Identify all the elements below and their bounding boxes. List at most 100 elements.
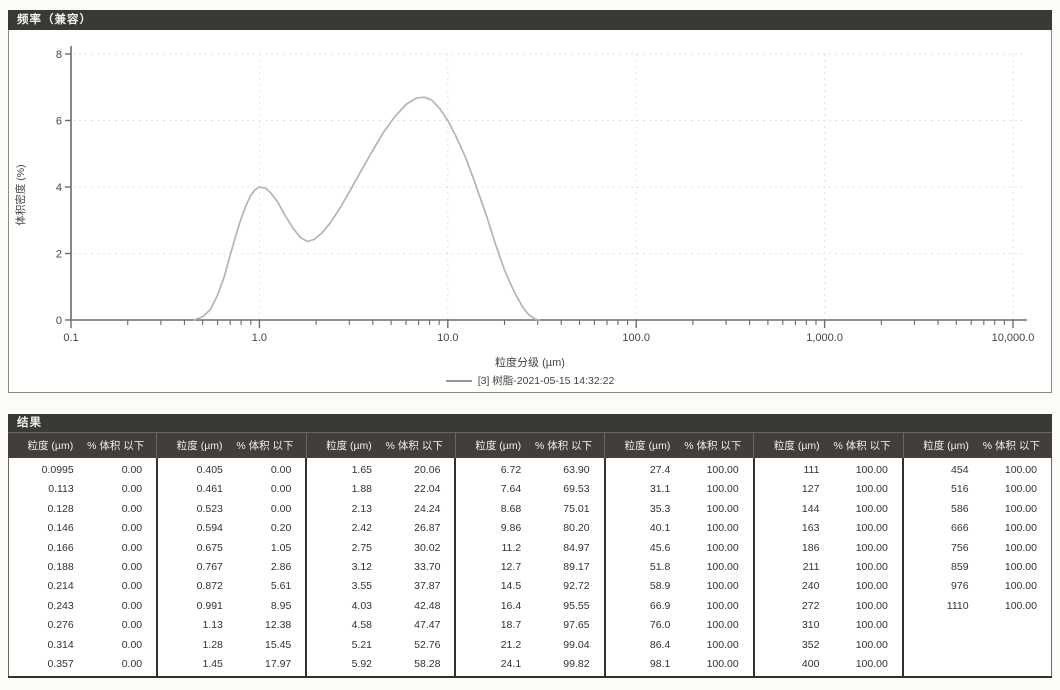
size-value: 0.594 (196, 522, 223, 535)
table-row: 0.188 0.00 (9, 558, 156, 577)
pct-value: 100.00 (706, 560, 739, 573)
pct-value: 99.82 (563, 657, 590, 670)
table-row: 163 100.00 (755, 519, 902, 538)
y-tick-label: 4 (56, 182, 62, 194)
size-value: 9.86 (500, 522, 522, 535)
size-value: 0.166 (47, 541, 74, 554)
pct-value: 100.00 (855, 619, 888, 632)
size-value: 0.113 (48, 483, 74, 496)
size-value: 18.7 (500, 619, 522, 632)
size-value: 1110 (946, 599, 969, 612)
table-header-group: 粒度 (µm) % 体积 以下 (305, 433, 455, 458)
table-row: 240 100.00 (755, 577, 902, 596)
table-row: 86.4 100.00 (606, 636, 753, 655)
table-row: 3.55 37.87 (307, 577, 454, 596)
size-value: 1.65 (351, 464, 373, 476)
pct-value: 100.00 (1004, 464, 1037, 476)
pct-column-header: % 体积 以下 (982, 440, 1040, 452)
size-value: 0.188 (47, 560, 74, 573)
pct-value: 100.00 (706, 541, 739, 554)
pct-column-header: % 体积 以下 (684, 440, 742, 452)
size-value: 24.1 (500, 657, 522, 670)
pct-value: 100.00 (706, 522, 739, 535)
size-value: 0.767 (196, 560, 223, 573)
chart-legend: [3] 树脂-2021-05-15 14:32:22 (11, 373, 1049, 388)
pct-value: 0.00 (270, 464, 292, 476)
x-tick-label: 10,000.0 (992, 332, 1035, 344)
size-column-header: 粒度 (µm) (923, 440, 969, 452)
table-column-group: 0.0995 0.00 0.113 0.00 0.128 0.00 0.146 0.00 0.1… (9, 458, 156, 676)
pct-value: 15.45 (265, 638, 292, 651)
pct-value: 100.00 (1004, 483, 1037, 496)
table-row: 31.1 100.00 (606, 480, 753, 499)
size-value: 6.72 (500, 464, 522, 476)
size-value: 352 (801, 638, 820, 651)
table-row: 0.991 8.95 (158, 597, 305, 616)
size-value: 127 (801, 483, 820, 496)
table-row: 4.58 47.47 (307, 616, 454, 635)
table-row: 7.64 69.53 (456, 480, 603, 499)
pct-value: 100.00 (706, 502, 739, 515)
table-row: 2.75 30.02 (307, 539, 454, 558)
size-value: 0.128 (47, 502, 74, 515)
pct-value: 0.00 (270, 502, 292, 515)
results-table-body: 0.0995 0.00 0.113 0.00 0.128 0.00 0.146 0.00 0.1… (8, 458, 1052, 676)
pct-column-header: % 体积 以下 (534, 440, 593, 452)
pct-value: 37.87 (414, 580, 441, 593)
pct-column-header: % 体积 以下 (833, 440, 891, 452)
table-row: 58.9 100.00 (606, 577, 753, 596)
table-row: 516 100.00 (904, 480, 1051, 499)
pct-value: 2.86 (270, 560, 292, 573)
table-row: 186 100.00 (755, 539, 902, 558)
pct-value: 100.00 (855, 483, 888, 496)
size-column-header: 粒度 (µm) (27, 440, 74, 452)
pct-value: 8.95 (270, 599, 292, 612)
table-row: 40.1 100.00 (606, 519, 753, 538)
table-row: 0.166 0.00 (9, 539, 156, 558)
pct-value: 75.01 (563, 502, 590, 515)
size-value: 98.1 (649, 657, 671, 670)
table-row: 0.243 0.00 (9, 597, 156, 616)
frequency-curve-chart: 0 2 4 6 8 0.1 1.0 10.0 100.0 1,000.0 10,000.0 (56, 46, 1035, 344)
chart-panel-title: 频率（兼容） (17, 14, 92, 26)
table-column-group: 0.405 0.00 0.461 0.00 0.523 0.00 0.594 0.20 0.67… (156, 458, 305, 676)
size-value: 8.68 (500, 502, 522, 515)
size-value: 14.5 (500, 580, 522, 593)
pct-value: 58.28 (414, 657, 441, 670)
table-row: 51.8 100.00 (606, 558, 753, 577)
pct-value: 1.05 (270, 541, 292, 554)
size-value: 3.55 (351, 580, 373, 593)
table-row: 0.113 0.00 (9, 480, 156, 499)
size-value: 1.45 (202, 657, 223, 670)
table-row: 0.146 0.00 (9, 519, 156, 538)
pct-value: 12.38 (265, 619, 292, 632)
table-row: 144 100.00 (755, 500, 902, 519)
pct-value: 0.00 (121, 541, 143, 554)
size-value: 0.991 (196, 599, 223, 612)
size-value: 1.13 (202, 619, 223, 632)
table-column-group: 454 100.00 516 100.00 586 100.00 666 100.00 756 1… (901, 458, 1051, 676)
size-value: 2.42 (351, 522, 373, 535)
y-tick-label: 6 (56, 116, 62, 128)
pct-value: 20.06 (414, 464, 441, 476)
size-value: 2.13 (351, 502, 373, 515)
pct-value: 0.00 (121, 619, 143, 632)
pct-value: 0.20 (270, 522, 292, 535)
size-value: 7.64 (500, 483, 522, 496)
pct-column-header: % 体积 以下 (385, 440, 443, 452)
size-value: 51.8 (649, 560, 671, 573)
results-table-header: 粒度 (µm)% 体积 以下 粒度 (µm)% 体积 以下 粒度 (µm)% 体积 … (8, 433, 1052, 458)
table-row: 0.523 0.00 (158, 500, 305, 519)
pct-value: 100.00 (706, 580, 739, 593)
size-value: 2.75 (351, 541, 373, 554)
size-value: 4.03 (351, 599, 373, 612)
pct-value: 47.47 (414, 619, 441, 632)
size-value: 0.675 (196, 541, 223, 554)
table-row: 27.4 100.00 (606, 461, 753, 480)
size-value: 31.1 (649, 483, 671, 496)
table-row: 0.594 0.20 (158, 519, 305, 538)
table-row: 127 100.00 (755, 480, 902, 499)
table-column-group: 6.72 63.90 7.64 69.53 8.68 75.01 9.86 80.20 11.2… (454, 458, 603, 676)
table-row: 98.1 100.00 (606, 655, 753, 674)
pct-value: 100.00 (1004, 599, 1037, 612)
